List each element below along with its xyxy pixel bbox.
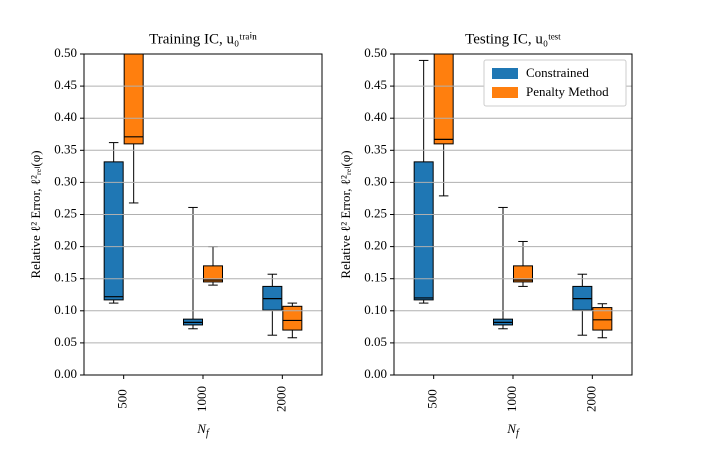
y-tick-label: 0.35 xyxy=(54,141,77,156)
y-tick-label: 0.25 xyxy=(54,205,77,220)
x-tick-label: 2000 xyxy=(273,386,288,412)
y-axis-label: Relative ℓ² Error, ℓ²ᵣₑₗ(φ) xyxy=(338,150,353,278)
y-tick-label: 0.35 xyxy=(364,141,387,156)
y-tick-label: 0.05 xyxy=(54,334,77,349)
legend-frame xyxy=(483,59,627,107)
x-axis-label: Nf xyxy=(506,421,520,439)
legend-label: Penalty Method xyxy=(526,84,609,99)
x-axis-label-sub: f xyxy=(206,428,210,439)
y-tick-label: 0.10 xyxy=(54,302,77,317)
y-axis-label: Relative ℓ² Error, ℓ²ᵣₑₗ(φ) xyxy=(28,150,43,278)
y-tick-label: 0.00 xyxy=(54,366,77,381)
x-axis-label-base: N xyxy=(196,421,207,436)
y-tick-label: 0.15 xyxy=(54,270,77,285)
legend-swatch xyxy=(492,68,518,79)
axes-frame xyxy=(393,53,633,376)
plot-area xyxy=(103,54,303,339)
box xyxy=(282,305,303,331)
y-tick-label: 0.45 xyxy=(54,77,77,92)
x-axis-label: Nf xyxy=(196,421,210,439)
box xyxy=(592,307,613,331)
chart-title: Testing IC, u₀ᵗᵉˢᵗ xyxy=(465,31,561,47)
axes-frame xyxy=(83,53,323,376)
y-tick-label: 0.10 xyxy=(364,302,387,317)
box xyxy=(203,265,223,283)
y-tick-label: 0.00 xyxy=(364,366,387,381)
box xyxy=(103,161,124,301)
y-tick-label: 0.45 xyxy=(364,77,387,92)
x-tick-label: 500 xyxy=(425,389,440,409)
y-tick-label: 0.15 xyxy=(364,270,387,285)
y-tick-label: 0.30 xyxy=(54,173,77,188)
y-tick-label: 0.40 xyxy=(364,109,387,124)
plot-area xyxy=(413,54,613,339)
chart-title: Training IC, u₀ᵗʳᵃⁱⁿ xyxy=(149,31,257,47)
legend-label: Constrained xyxy=(526,65,589,80)
box xyxy=(413,161,434,301)
box xyxy=(123,54,144,145)
x-tick-label: 1000 xyxy=(504,386,519,412)
y-tick-label: 0.25 xyxy=(364,205,387,220)
legend-swatch xyxy=(492,87,518,98)
x-axis-label-sub: f xyxy=(516,428,520,439)
box xyxy=(433,54,454,145)
y-tick-label: 0.50 xyxy=(54,45,77,60)
y-tick-label: 0.40 xyxy=(54,109,77,124)
y-tick-label: 0.50 xyxy=(364,45,387,60)
x-tick-label: 1000 xyxy=(194,386,209,412)
y-tick-label: 0.20 xyxy=(54,238,77,253)
box xyxy=(513,265,533,283)
x-tick-label: 2000 xyxy=(583,386,598,412)
y-tick-label: 0.05 xyxy=(364,334,387,349)
y-tick-label: 0.30 xyxy=(364,173,387,188)
x-tick-label: 500 xyxy=(115,389,130,409)
y-tick-label: 0.20 xyxy=(364,238,387,253)
x-axis-label-base: N xyxy=(506,421,517,436)
